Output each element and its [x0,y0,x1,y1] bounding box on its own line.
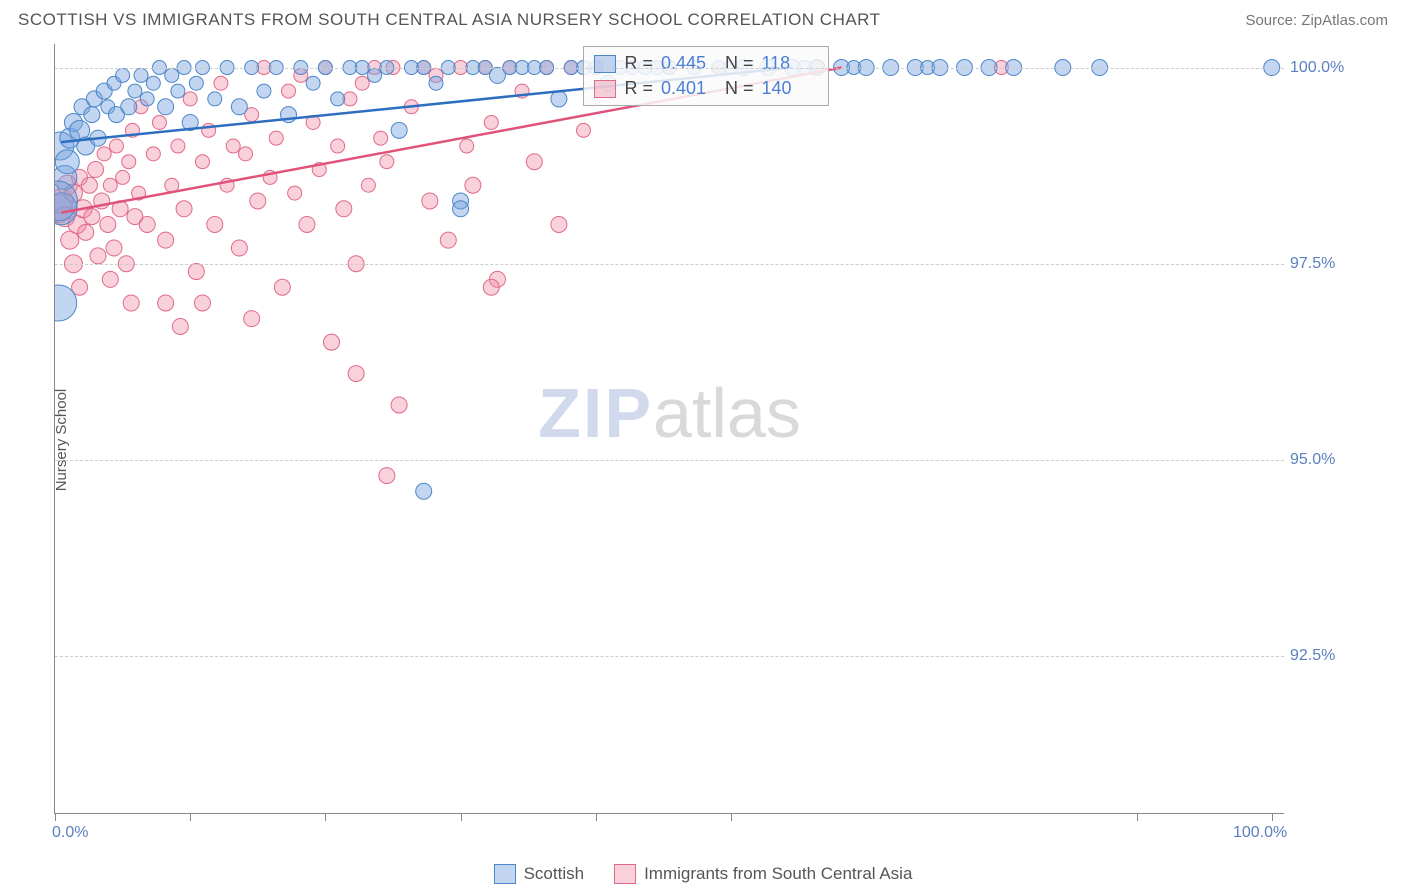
x-tick [596,813,597,821]
stats-row-immigrants: R = 0.401 N = 140 [594,76,817,101]
legend-swatch-immigrants [614,864,636,884]
x-tick [1272,813,1273,821]
chart-area: Nursery School ZIPatlas R = 0.445 N = 11… [40,44,1390,836]
chart-title: SCOTTISH VS IMMIGRANTS FROM SOUTH CENTRA… [18,10,881,30]
r-value-immigrants: 0.401 [661,78,717,99]
r-label: R = [624,53,653,74]
stats-legend-box: R = 0.445 N = 118 R = 0.401 N = 140 [583,46,828,106]
gridline [55,68,1284,69]
x-axis-min-label: 0.0% [52,824,88,842]
legend-swatch-scottish [494,864,516,884]
n-value-immigrants: 140 [762,78,818,99]
legend-label-scottish: Scottish [524,864,584,884]
x-tick [731,813,732,821]
trend-lines-layer [55,44,1284,813]
watermark: ZIPatlas [538,373,801,453]
x-tick [190,813,191,821]
watermark-atlas: atlas [653,374,801,452]
n-label: N = [725,53,754,74]
gridline [55,656,1284,657]
x-tick [55,813,56,821]
swatch-immigrants [594,80,616,98]
swatch-scottish [594,55,616,73]
y-tick-label: 97.5% [1290,255,1380,273]
gridline [55,460,1284,461]
chart-source: Source: ZipAtlas.com [1245,12,1388,29]
legend-item-scottish: Scottish [494,864,584,884]
x-axis-max-label: 100.0% [1233,824,1287,842]
n-value-scottish: 118 [762,53,818,74]
legend-label-immigrants: Immigrants from South Central Asia [644,864,912,884]
r-label: R = [624,78,653,99]
chart-header: SCOTTISH VS IMMIGRANTS FROM SOUTH CENTRA… [0,0,1406,34]
y-tick-label: 95.0% [1290,451,1380,469]
y-tick-label: 92.5% [1290,647,1380,665]
r-value-scottish: 0.445 [661,53,717,74]
y-tick-label: 100.0% [1290,59,1380,77]
x-tick [1137,813,1138,821]
x-tick [461,813,462,821]
legend-item-immigrants: Immigrants from South Central Asia [614,864,912,884]
scatter-points-layer [55,44,1284,813]
n-label: N = [725,78,754,99]
gridline [55,264,1284,265]
bottom-legend: Scottish Immigrants from South Central A… [0,864,1406,884]
x-tick [325,813,326,821]
watermark-zip: ZIP [538,374,653,452]
stats-row-scottish: R = 0.445 N = 118 [594,51,817,76]
plot-area: ZIPatlas R = 0.445 N = 118 R = 0.401 N =… [54,44,1284,814]
